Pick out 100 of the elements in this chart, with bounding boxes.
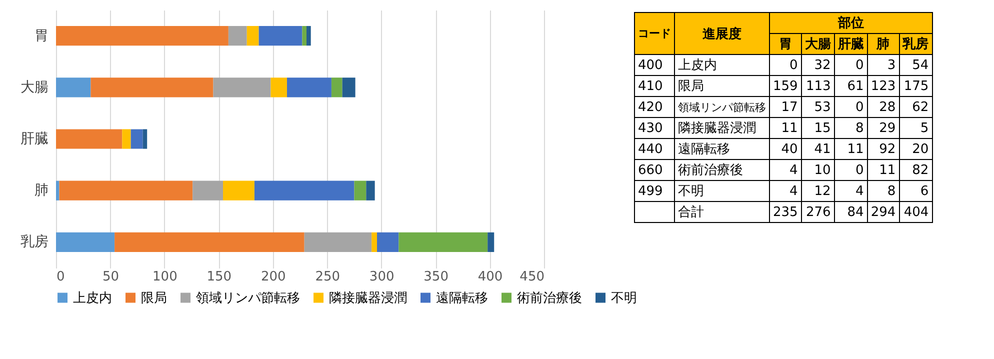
x-tick-label: 450: [520, 270, 544, 284]
data-label: 8: [867, 180, 900, 202]
bar: [223, 180, 254, 200]
data-label: 276: [801, 202, 834, 222]
data-label: 61: [834, 76, 868, 96]
data-label: 12: [801, 180, 834, 202]
bar: [270, 78, 287, 98]
data-label: 159: [770, 76, 802, 96]
y-axis-title: 進展度: [674, 12, 770, 54]
bar: [366, 180, 375, 200]
y2-tick-label: 660: [634, 160, 674, 180]
x-axis-title: 部位: [770, 12, 932, 34]
bar: [56, 26, 228, 46]
bar: [302, 26, 307, 46]
bar: [213, 78, 271, 98]
bar: [354, 180, 366, 200]
data-label: 15: [801, 118, 834, 138]
y-tick-label: 術前治療後: [674, 160, 770, 180]
data-label: 0: [834, 96, 868, 118]
y2-tick-label: 420: [634, 96, 674, 118]
y-tick-label: 肝臓: [20, 131, 48, 147]
y2-axis-title: コード: [634, 12, 674, 54]
bar: [376, 232, 399, 252]
bar: [192, 180, 224, 200]
x-tick-label: 350: [424, 270, 448, 284]
data-label: 113: [801, 76, 834, 96]
bar: [286, 78, 332, 98]
bar: [331, 78, 342, 98]
x-tick-label: 100: [152, 270, 178, 284]
bar: [56, 129, 122, 149]
data-label: 4: [770, 160, 802, 180]
y2-tick-label: 430: [634, 118, 674, 138]
data-label: 8: [834, 118, 868, 138]
y-tick-label: 限局: [674, 76, 770, 96]
x-tick-label: 150: [206, 270, 232, 284]
y-tick-label: 不明: [674, 180, 770, 202]
legend-label: 領域リンパ節転移: [196, 290, 300, 306]
y-tick-label: 上皮内: [674, 54, 770, 76]
data-label: 54: [899, 54, 932, 76]
data-label: 0: [834, 54, 868, 76]
x-tick-label: 400: [478, 270, 503, 284]
bar: [254, 180, 354, 200]
data-label: 235: [770, 202, 802, 222]
y-tick-label: 遠隔転移: [674, 138, 770, 160]
x-tick-label: 50: [102, 270, 119, 284]
data-label: 123: [867, 76, 900, 96]
data-label: 82: [899, 160, 932, 180]
x-tick-label: 300: [369, 270, 394, 284]
data-label: 4: [770, 180, 802, 202]
y-tick-label: 肺: [34, 182, 48, 199]
bar: [398, 232, 488, 252]
bar: [56, 180, 60, 200]
y2-tick-label: 499: [634, 180, 674, 202]
bar: [90, 78, 214, 98]
bar: [246, 26, 259, 46]
x-tick-label: 250: [315, 270, 340, 284]
data-label: 29: [867, 118, 900, 138]
data-label: 28: [867, 96, 900, 118]
bar: [56, 232, 115, 252]
data-label: 175: [899, 76, 932, 96]
bar: [122, 129, 131, 149]
x-tick-label: 肝臓: [834, 34, 868, 54]
legend-label: 遠隔転移: [436, 290, 488, 306]
data-label: 11: [867, 160, 900, 180]
legend-label: 術前治療後: [517, 290, 582, 306]
bar: [228, 26, 247, 46]
y2-tick-label: 410: [634, 76, 674, 96]
data-label: 10: [801, 160, 834, 180]
data-label: 41: [801, 138, 834, 160]
data-label: 40: [770, 138, 802, 160]
data-label: 294: [867, 202, 900, 222]
data-label: 84: [834, 202, 868, 222]
data-label: 32: [801, 54, 834, 76]
y-tick-label: 隣接臓器浸潤: [674, 118, 770, 138]
bar: [372, 232, 377, 252]
legend-label: 上皮内: [73, 290, 112, 306]
bar: [142, 129, 148, 149]
data-label: 62: [899, 96, 932, 118]
bar: [488, 232, 494, 252]
data-label: 17: [770, 96, 802, 118]
data-label: 0: [834, 160, 868, 180]
x-tick-label: 0: [56, 270, 65, 284]
y-tick-label: 大腸: [20, 79, 48, 96]
bar: [56, 78, 91, 98]
legend-label: 隣接臓器浸潤: [329, 290, 407, 306]
data-label: 11: [770, 118, 802, 138]
data-label: 20: [899, 138, 932, 160]
legend-label: 限局: [141, 290, 167, 306]
bar: [114, 232, 304, 252]
bar: [59, 180, 193, 200]
x-tick-label: 胃: [770, 34, 802, 54]
data-label: 6: [899, 180, 932, 202]
data-label: 92: [867, 138, 900, 160]
data-label: 4: [834, 180, 868, 202]
x-tick-label: 乳房: [899, 34, 932, 54]
data-label: 3: [867, 54, 900, 76]
y-tick-label: 合計: [674, 202, 770, 222]
x-tick-label: 200: [260, 270, 286, 284]
data-label: 53: [801, 96, 834, 118]
data-label: 5: [899, 118, 932, 138]
